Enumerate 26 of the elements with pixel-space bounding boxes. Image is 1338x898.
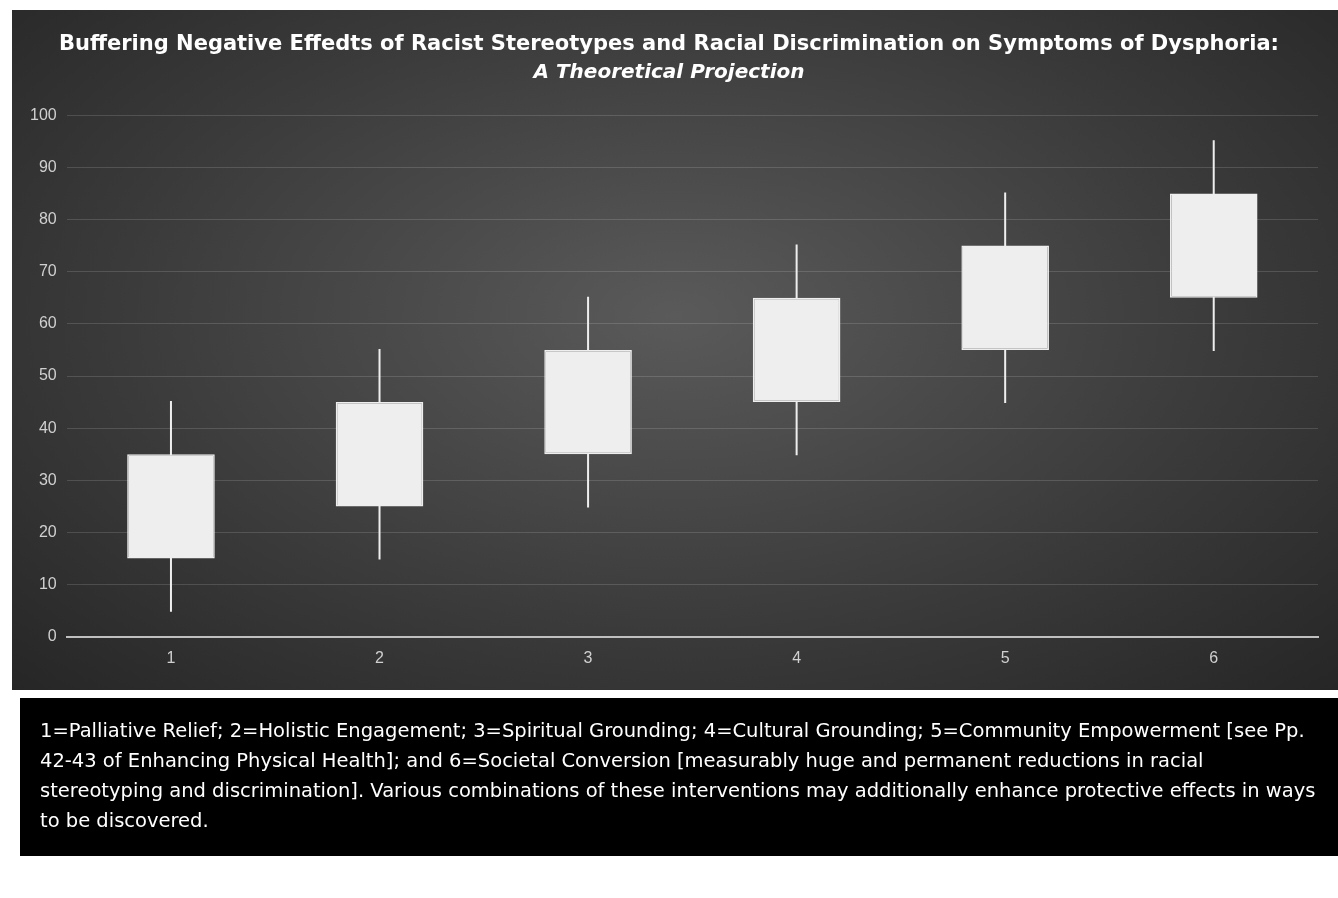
y-tick-label: 30 — [38, 470, 57, 488]
y-tick-label: 10 — [38, 575, 57, 593]
x-tick-label: 3 — [583, 648, 593, 666]
y-tick-label: 0 — [47, 627, 57, 645]
y-tick-label: 70 — [38, 262, 57, 280]
x-tick-label: 5 — [1000, 648, 1010, 666]
y-tick-label: 20 — [38, 522, 57, 540]
y-tick-label: 60 — [38, 314, 57, 332]
y-tick-label: 100 — [29, 105, 57, 123]
candlestick — [127, 401, 215, 612]
y-tick-label: 50 — [38, 366, 57, 384]
candlestick — [1169, 140, 1258, 351]
text: 1=Palliative Relief; 2=Holistic Engagement; 3=Spiritual Grounding; 4=Cultural Grounding; 5=Community Empowerment [see Pp. 42-43 of Enhancing Physical Health]; and 6=Societal Conversion [measurably huge and permanent reductions in racial stereotyping and discrimination]. Various combinations of these interventions may additionally enhance protective effects in ways to be discovered. — [20, 698, 1338, 856]
candlestick — [752, 244, 841, 456]
chart-title: Buffering Negative Effedts of Racist Stereotypes and Racial Discrimination on Symptoms of Dysphoria: — [59, 31, 1279, 56]
y-tick-label: 80 — [38, 209, 57, 227]
x-tick-label: 4 — [792, 648, 802, 666]
chart-subtitle: A Theoretical Projection — [531, 59, 805, 84]
candlestick — [544, 296, 632, 508]
candlestick — [961, 192, 1049, 404]
candlestick — [335, 348, 424, 560]
y-tick-label: 90 — [38, 157, 57, 175]
x-tick-label: 6 — [1209, 648, 1219, 666]
x-tick-label: 2 — [375, 648, 385, 666]
x-tick-label: 1 — [166, 648, 176, 666]
y-tick-label: 40 — [38, 418, 57, 436]
